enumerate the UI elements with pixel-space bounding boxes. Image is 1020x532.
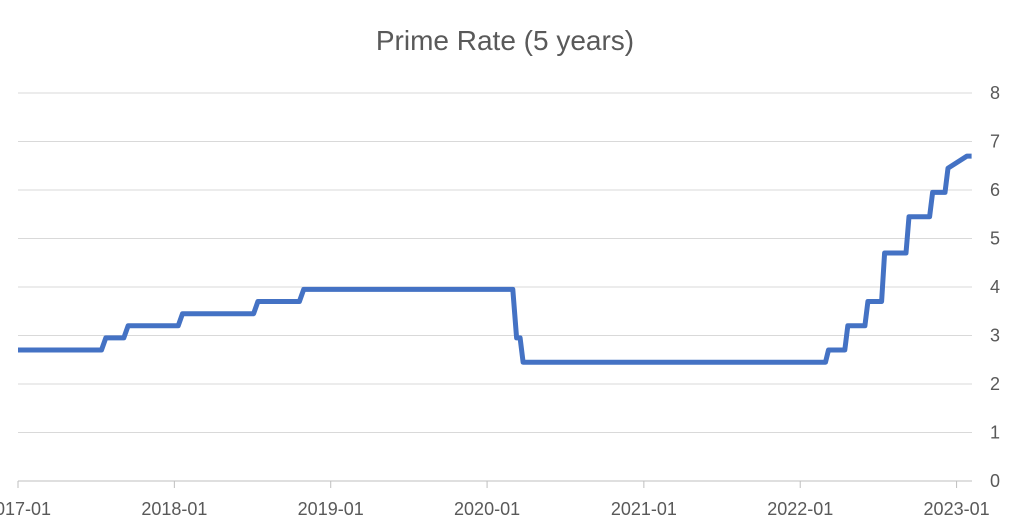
y-tick-label: 2 [990,374,1000,394]
x-axis: 2017-01 2018-01 2019-01 2020-01 2021-01 2022-… [0,480,990,519]
x-tick-label: 2018-01 [141,499,207,519]
gridlines [18,92,972,433]
x-tick-label: 2022-01 [767,499,833,519]
x-tick-label: 2017-01 [0,499,51,519]
series-line [18,153,972,365]
y-axis: 0 1 2 3 4 5 6 7 8 [990,83,1000,491]
y-tick-label: 7 [990,132,1000,152]
y-tick-label: 6 [990,180,1000,200]
chart-title: Prime Rate (5 years) [376,25,634,56]
x-tick-label: 2020-01 [454,499,520,519]
y-tick-label: 5 [990,229,1000,249]
y-tick-label: 1 [990,423,1000,443]
x-tick-label: 2019-01 [298,499,364,519]
x-tick-label: 2021-01 [611,499,677,519]
x-tick-label: 2023-01 [924,499,990,519]
y-tick-label: 4 [990,277,1000,297]
y-tick-label: 8 [990,83,1000,103]
y-tick-label: 3 [990,326,1000,346]
y-tick-label: 0 [990,471,1000,491]
series-layer [18,153,972,365]
